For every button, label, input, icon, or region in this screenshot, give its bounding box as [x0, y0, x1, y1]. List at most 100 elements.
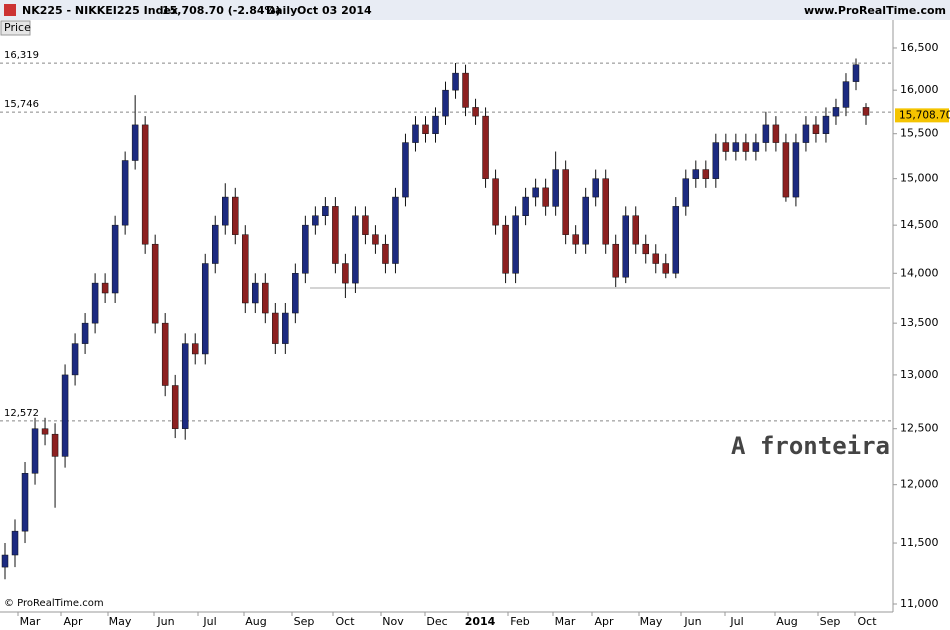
candle-body [822, 115, 830, 134]
candle-body [592, 178, 599, 198]
x-tick-label: Jul [202, 615, 216, 628]
panel-label: Price [4, 21, 31, 34]
x-tick-label: Dec [426, 615, 447, 628]
candle-body [362, 215, 369, 235]
candle-body [11, 530, 19, 556]
x-tick-label: Feb [510, 615, 529, 628]
candle-body [51, 433, 59, 457]
candle-body [762, 124, 770, 143]
candle-body [652, 253, 660, 264]
y-tick-label: 11,500 [900, 536, 939, 549]
candle-body [792, 142, 800, 198]
y-tick-label: 16,000 [900, 83, 939, 96]
candle-body [111, 224, 119, 294]
candle-body [582, 196, 589, 245]
candle-body [242, 234, 249, 304]
candle-body [572, 234, 579, 245]
candle-body [252, 282, 259, 304]
candle-body [842, 81, 850, 108]
candle-body [312, 215, 319, 226]
candle-body [682, 178, 690, 207]
candle-body [201, 263, 209, 355]
candle-body [832, 107, 840, 117]
annotation: A fronteira [731, 432, 890, 460]
x-tick-label: Jun [156, 615, 174, 628]
x-tick-label: Oct [857, 615, 877, 628]
x-tick-label: May [109, 615, 132, 628]
candle-body [862, 107, 870, 116]
candle-body [452, 72, 459, 91]
candle-body [181, 343, 189, 429]
candle-body [712, 142, 720, 179]
candle-body [322, 206, 329, 216]
x-tick-label: Aug [776, 615, 797, 628]
candle-body [472, 107, 479, 117]
last-price-label: 15,708.70 [899, 109, 950, 121]
candle-body [622, 215, 629, 278]
x-tick-label: May [640, 615, 663, 628]
candle-body [412, 124, 419, 143]
x-tick-label: Nov [382, 615, 404, 628]
candle-body [662, 263, 670, 274]
candle-body [512, 215, 519, 274]
candle-body [462, 72, 469, 108]
candle-body [532, 187, 539, 198]
x-tick-label: Jul [729, 615, 743, 628]
candle-body [732, 142, 740, 152]
x-tick-label: Apr [594, 615, 614, 628]
y-tick-label: 14,500 [900, 218, 939, 231]
candle-body [812, 124, 820, 134]
candle-body [722, 142, 730, 152]
candle-body [232, 196, 239, 235]
y-tick-label: 14,000 [900, 266, 939, 279]
candle-body [492, 178, 499, 226]
candle-body [191, 343, 199, 355]
candle-body [131, 124, 139, 161]
candle-body [352, 215, 359, 284]
x-tick-label: Aug [245, 615, 266, 628]
candle-body [742, 142, 750, 152]
candle-body [262, 282, 269, 314]
candle-body [562, 169, 569, 235]
candle-body [151, 243, 159, 324]
candle-body [21, 473, 29, 532]
candle-body [632, 215, 639, 245]
candle-body [382, 243, 389, 264]
candle-body [672, 206, 680, 274]
candle-body [71, 343, 79, 376]
candle-body [612, 243, 619, 278]
candle-body [121, 160, 129, 226]
candle-body [542, 187, 549, 207]
candle-body [502, 224, 509, 274]
level-label: 16,319 [4, 50, 39, 61]
candle-body [482, 115, 489, 179]
level-label: 15,746 [4, 99, 39, 110]
candle-body [342, 263, 349, 284]
candle-body [332, 206, 339, 264]
x-tick-label: Oct [335, 615, 355, 628]
candle-body [41, 428, 49, 435]
candle-body [81, 322, 89, 344]
candle-body [772, 124, 780, 143]
candle-body [752, 142, 760, 152]
x-tick-label: 2014 [465, 615, 496, 628]
candle-body [522, 196, 529, 216]
candle-body [222, 196, 229, 226]
candle-body [852, 64, 860, 82]
candle-body [31, 428, 39, 474]
candle-body [292, 273, 299, 314]
y-tick-label: 15,000 [900, 172, 939, 185]
candle-body [171, 385, 179, 429]
candle-body [272, 312, 279, 344]
y-tick-label: 11,000 [900, 597, 939, 610]
last-price-badge [895, 108, 949, 123]
y-tick-label: 13,000 [900, 368, 939, 381]
candle-body [552, 169, 559, 207]
y-tick-label: 12,000 [900, 478, 939, 491]
candle-body [402, 142, 409, 198]
candle-body [692, 169, 700, 179]
candle-body [211, 224, 219, 264]
candle-body [702, 169, 710, 179]
candle-body [141, 124, 149, 245]
